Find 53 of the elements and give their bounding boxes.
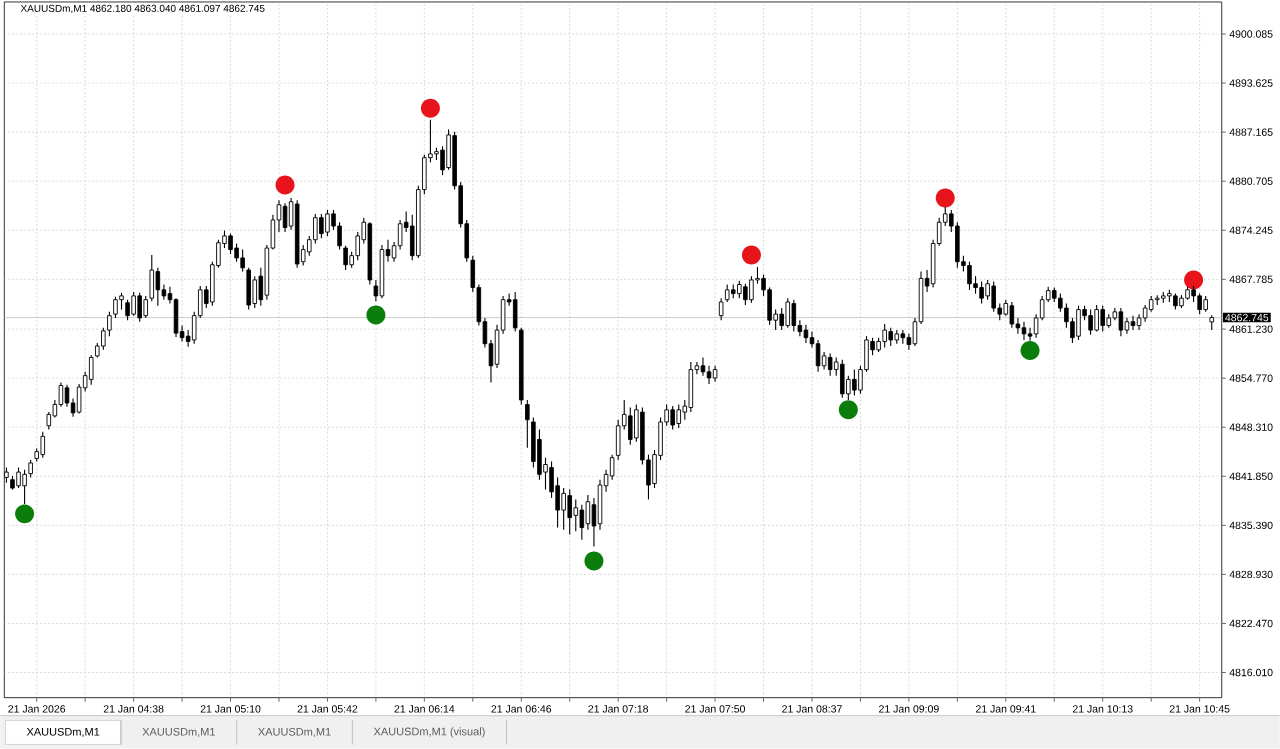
candlestick <box>700 357 706 377</box>
y-tick-label: 4861.230 <box>1229 325 1273 333</box>
point <box>1020 341 1040 361</box>
x-tick-label: 21 Jan 06:46 <box>491 705 552 713</box>
y-tick-label: 4874.245 <box>1229 226 1273 235</box>
point <box>584 551 604 571</box>
candlestick <box>809 331 815 349</box>
y-tick-label: 4835.390 <box>1229 521 1273 530</box>
point <box>275 175 295 195</box>
x-tick-label: 21 Jan 10:45 <box>1169 705 1230 713</box>
y-tick-label: 4880.705 <box>1229 177 1273 186</box>
text: XAUUSDm,M1 <box>142 728 215 738</box>
candlestick <box>276 199 282 233</box>
x-tick-label: 21 Jan 06:14 <box>394 705 455 713</box>
candlestick <box>525 399 530 449</box>
x-tick-label: 21 Jan 2026 <box>8 705 66 713</box>
point <box>15 504 35 524</box>
candlestick <box>718 297 724 321</box>
y-tick-label: 4848.310 <box>1229 423 1273 432</box>
y-tick-label: 4828.930 <box>1229 570 1273 579</box>
candlestick <box>706 365 712 385</box>
candlestick <box>385 239 391 263</box>
x-tick-label: 21 Jan 05:10 <box>200 705 261 713</box>
x-tick-label: 21 Jan 04:38 <box>103 705 164 713</box>
y-tick-label: 4893.625 <box>1229 79 1273 87</box>
x-tick-label: 21 Jan 10:13 <box>1072 705 1133 713</box>
y-tick-label: 4900.085 <box>1229 30 1273 38</box>
y-tick-label: 4822.470 <box>1229 619 1273 628</box>
y-tick-label: 4854.770 <box>1229 374 1273 383</box>
text: XAUUSDm,M1 <box>26 728 100 738</box>
candlestick <box>1130 315 1136 331</box>
y-tick-label: 4816.010 <box>1229 668 1273 677</box>
candlestick <box>64 384 70 408</box>
point <box>366 305 386 325</box>
x-tick-label: 21 Jan 07:50 <box>685 705 745 713</box>
x-tick-label: 21 Jan 09:09 <box>879 705 939 713</box>
x-tick-label: 21 Jan 09:41 <box>976 705 1036 713</box>
chart-title: XAUUSDm,M1 4862.180 4863.040 4861.097 4862.745 <box>20 5 265 14</box>
x-tick-label: 21 Jan 05:42 <box>297 705 358 713</box>
point <box>1184 270 1204 290</box>
text: XAUUSDm,M1 (visual) <box>373 727 485 738</box>
point <box>741 245 761 265</box>
y-tick-label: 4887.165 <box>1229 128 1273 137</box>
point <box>935 188 955 208</box>
text: XAUUSDm,M1 <box>258 728 331 738</box>
candlestick <box>1021 321 1027 341</box>
ref-line-label: 4862.745 <box>1225 314 1269 322</box>
x-tick-label: 21 Jan 07:18 <box>588 705 649 713</box>
y-tick-label: 4867.785 <box>1229 275 1273 284</box>
point <box>420 98 440 118</box>
point <box>838 400 858 420</box>
y-tick-label: 4841.850 <box>1229 472 1273 481</box>
x-tick-label: 21 Jan 08:37 <box>782 705 842 713</box>
